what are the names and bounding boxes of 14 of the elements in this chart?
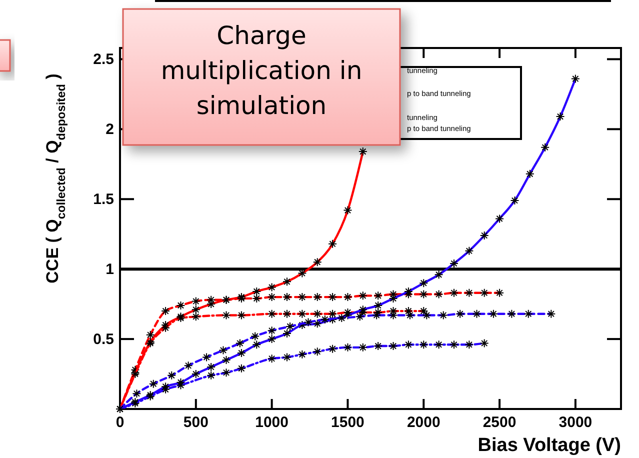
y-tick-label: 1 [106, 261, 114, 278]
x-tick-label: 500 [183, 414, 208, 431]
x-tick-label: 2000 [406, 414, 440, 431]
y-tick-label: 2 [106, 121, 114, 138]
y-tick-label: 1.5 [93, 191, 114, 208]
y-tick-label: 0.5 [93, 331, 114, 348]
x-tick-label: 1000 [255, 414, 289, 431]
x-tick-label: 1500 [331, 414, 364, 431]
x-tick-label: 0 [116, 414, 124, 431]
x-axis-title: Bias Voltage (V) [478, 435, 621, 456]
x-tick-label: 2500 [482, 414, 516, 431]
annotation: Charge multiplication in simulation [160, 20, 364, 122]
y-tick-label: 2.5 [93, 51, 114, 68]
x-tick-label: 3000 [558, 414, 592, 431]
